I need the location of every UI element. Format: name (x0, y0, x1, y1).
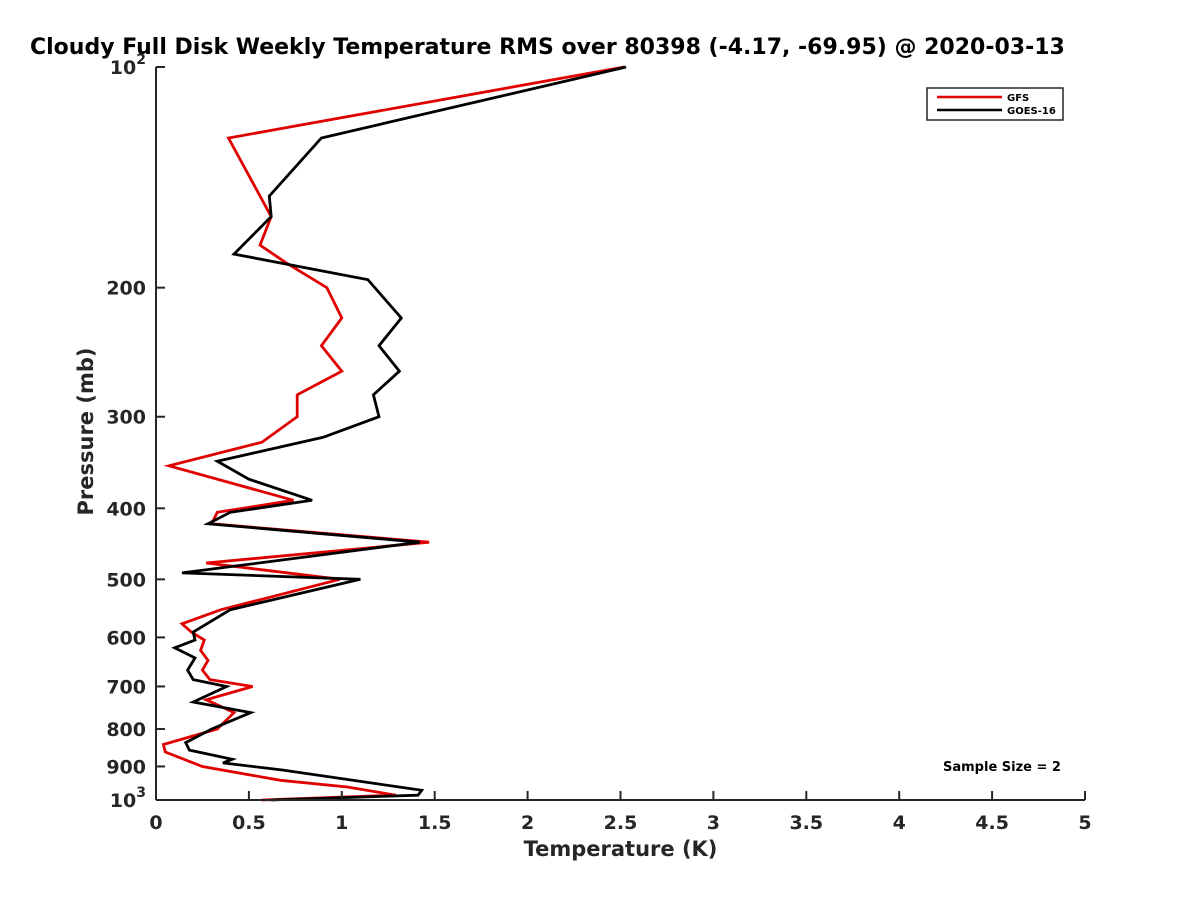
y-tick-label: 300 (106, 407, 146, 429)
y-axis-label: Pressure (mb) (74, 348, 98, 516)
y-tick-label: 900 (106, 756, 146, 778)
x-tick-label: 2 (521, 812, 534, 834)
y-tick-label: 400 (106, 498, 146, 520)
x-tick-label: 4.5 (975, 812, 1009, 834)
x-tick-label: 3.5 (789, 812, 823, 834)
x-tick-label: 5 (1078, 812, 1091, 834)
sample-size-annotation: Sample Size = 2 (943, 760, 1061, 775)
x-axis-label: Temperature (K) (524, 837, 718, 861)
y-tick-label: 200 (106, 278, 146, 300)
x-axis-ticks: 0 0.5 1 1.5 2 2.5 3 3.5 4 4.5 5 (149, 791, 1092, 834)
y-axis-ticks: 102 200 300 400 500 600 700 800 900 103 (106, 52, 165, 812)
y-tick-label: 500 (106, 569, 146, 591)
legend-box (926, 87, 1064, 121)
x-tick-label: 1.5 (418, 812, 452, 834)
x-tick-label: 2.5 (604, 812, 638, 834)
legend-label-goes16: GOES-16 (1007, 106, 1056, 117)
series-line-gfs (161, 65, 625, 802)
y-tick-label: 102 (110, 52, 146, 79)
chart-title: Cloudy Full Disk Weekly Temperature RMS … (30, 35, 1065, 60)
y-tick-label: 700 (106, 676, 146, 698)
series-layer (161, 65, 627, 802)
series-line-goes-16 (171, 65, 627, 802)
y-tick-label: 800 (106, 719, 146, 741)
y-tick-label: 103 (110, 785, 146, 812)
legend-label-gfs: GFS (1007, 93, 1029, 104)
x-tick-label: 4 (893, 812, 906, 834)
x-tick-label: 3 (707, 812, 720, 834)
y-tick-exponent: 2 (136, 52, 146, 68)
legend: GFS GOES-16 (926, 87, 1064, 121)
x-tick-label: 1 (335, 812, 348, 834)
y-tick-exponent: 3 (136, 785, 146, 801)
x-tick-label: 0.5 (232, 812, 266, 834)
x-tick-label: 0 (149, 812, 162, 834)
y-tick-label: 600 (106, 627, 146, 649)
